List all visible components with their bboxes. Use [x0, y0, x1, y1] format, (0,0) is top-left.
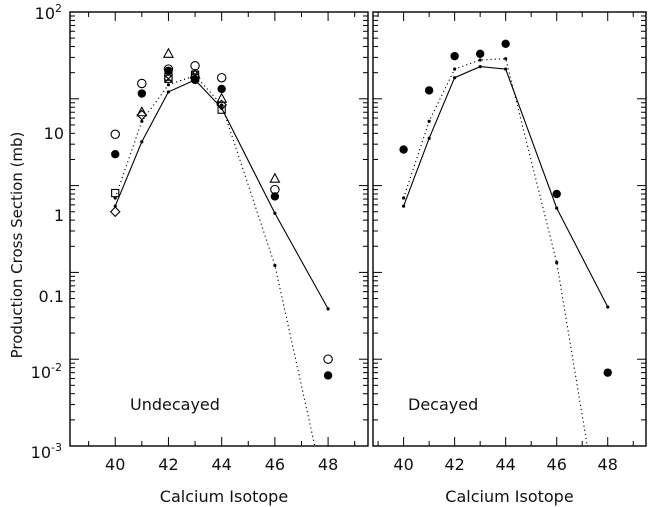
dotted-curve-point	[273, 264, 276, 267]
solid-curve-point	[606, 305, 609, 308]
x-axis-title: Calcium Isotope	[445, 487, 573, 506]
solid-curve-point	[326, 307, 329, 310]
dotted-curve-point	[504, 57, 507, 60]
y-tick-label-0.1: 0.1	[39, 287, 64, 306]
y-tick-label-1: 1	[54, 206, 64, 225]
solid-curve-point	[140, 140, 143, 143]
filled-circle-point	[111, 150, 119, 158]
panel-decayed: 40 42 44 46 48 Calcium Isotope Decayed	[373, 12, 646, 506]
filled-circle-point	[399, 145, 407, 153]
filled-circle-point	[425, 86, 433, 94]
panel-frame	[70, 12, 368, 446]
y-tick-label-0.001: 10-3	[31, 441, 62, 462]
filled-circle-point	[324, 371, 332, 379]
filled-circle-point	[553, 190, 561, 198]
open-triangle-point	[137, 107, 146, 116]
x-tick-label-44: 44	[495, 455, 515, 474]
dotted-curve	[115, 76, 315, 446]
solid-curve-point	[167, 90, 170, 93]
x-tick-label-46: 46	[265, 455, 285, 474]
dotted-curve-point	[555, 261, 558, 264]
crossed-square-point	[165, 75, 172, 82]
solid-curve-point	[402, 205, 405, 208]
x-tick-label-48: 48	[598, 455, 618, 474]
open-triangle-point	[164, 49, 173, 58]
solid-curve	[115, 80, 328, 309]
solid-curve-point	[273, 212, 276, 215]
open-diamond-point	[111, 207, 120, 216]
dotted-curve	[404, 59, 588, 446]
open-diamond-point	[137, 110, 146, 119]
filled-circle-point	[271, 192, 279, 200]
filled-circle-point	[604, 368, 612, 376]
solid-curve-point	[504, 67, 507, 70]
plot-area	[111, 49, 333, 446]
open-triangle-point	[270, 174, 279, 183]
filled-circle-point	[217, 85, 225, 93]
y-tick-label-100: 102	[35, 2, 62, 23]
x-tick-label-42: 42	[158, 455, 178, 474]
open-circle-point	[138, 79, 146, 87]
solid-curve-point	[428, 137, 431, 140]
x-tick-label-48: 48	[318, 455, 338, 474]
solid-curve-point	[479, 65, 482, 68]
filled-circle-point	[501, 40, 509, 48]
dotted-curve-point	[453, 67, 456, 70]
filled-circle-point	[138, 89, 146, 97]
x-tick-label-42: 42	[444, 455, 464, 474]
x-tick-label-40: 40	[105, 455, 125, 474]
dotted-curve-point	[402, 196, 405, 199]
open-circle-point	[324, 355, 332, 363]
solid-curve	[404, 67, 608, 307]
dotted-curve-point	[479, 58, 482, 61]
x-tick-label-40: 40	[393, 455, 413, 474]
filled-circle-point	[450, 52, 458, 60]
solid-curve-point	[555, 207, 558, 210]
open-circle-point	[111, 130, 119, 138]
dotted-curve-point	[428, 120, 431, 123]
dotted-curve-point	[167, 83, 170, 86]
solid-curve-point	[453, 76, 456, 79]
y-tick-label-10: 10	[44, 124, 64, 143]
plot-area	[399, 40, 612, 446]
x-tick-label-44: 44	[211, 455, 231, 474]
panel-label: Decayed	[408, 395, 478, 414]
y-tick-label-0.01: 10-2	[31, 361, 62, 382]
open-circle-point	[217, 74, 225, 82]
panel-frame	[373, 12, 646, 446]
x-tick-label-46: 46	[547, 455, 567, 474]
panel-undecayed: 40 42 44 46 48 Calcium Isotope Undecayed	[70, 12, 368, 506]
filled-circle-point	[164, 67, 172, 75]
y-tick-labels: 102 10 1 0.1 10-2 10-3	[31, 2, 64, 462]
open-square-point	[112, 189, 119, 196]
filled-circle-point	[476, 50, 484, 58]
x-axis-title: Calcium Isotope	[160, 487, 288, 506]
y-axis-title: Production Cross Section (mb)	[8, 132, 26, 359]
panel-label: Undecayed	[130, 395, 220, 414]
